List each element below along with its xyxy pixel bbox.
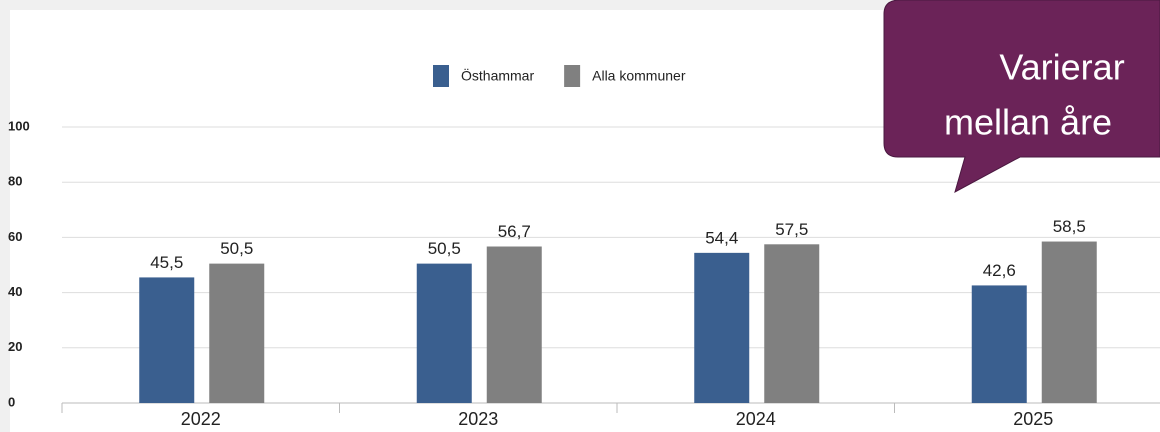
data-label: 50,5 [220,239,253,258]
legend-swatch [564,65,581,87]
legend-swatch [433,65,449,87]
bar [694,252,750,403]
bar [486,246,542,403]
bar [209,263,265,403]
data-label: 57,5 [775,220,808,239]
data-label: 45,5 [150,253,183,272]
legend-label: Alla kommuner [592,68,686,84]
bar [1041,241,1097,403]
bar [416,263,472,403]
y-tick-label: 0 [8,394,15,409]
y-tick-label: 80 [8,174,22,189]
bar [764,244,820,403]
x-tick-label: 2025 [1013,409,1053,429]
bar [139,277,195,403]
callout-bubble [883,0,1160,194]
bar [971,285,1027,403]
callout: Varierar mellan åre [883,0,1160,194]
data-label: 54,4 [705,228,738,247]
y-tick-label: 40 [8,284,22,299]
data-label: 50,5 [428,239,461,258]
data-label: 56,7 [498,222,531,241]
x-tick-label: 2022 [181,409,221,429]
y-tick-label: 20 [8,339,22,354]
legend-label: Östhammar [461,67,534,84]
x-tick-label: 2024 [736,409,776,429]
callout-text: Varierar [999,47,1124,88]
data-label: 58,5 [1053,217,1086,236]
y-tick-label: 100 [8,118,30,133]
x-tick-label: 2023 [458,409,498,429]
callout-text: mellan åre [944,102,1112,143]
y-tick-label: 60 [8,229,22,244]
data-label: 42,6 [983,261,1016,280]
